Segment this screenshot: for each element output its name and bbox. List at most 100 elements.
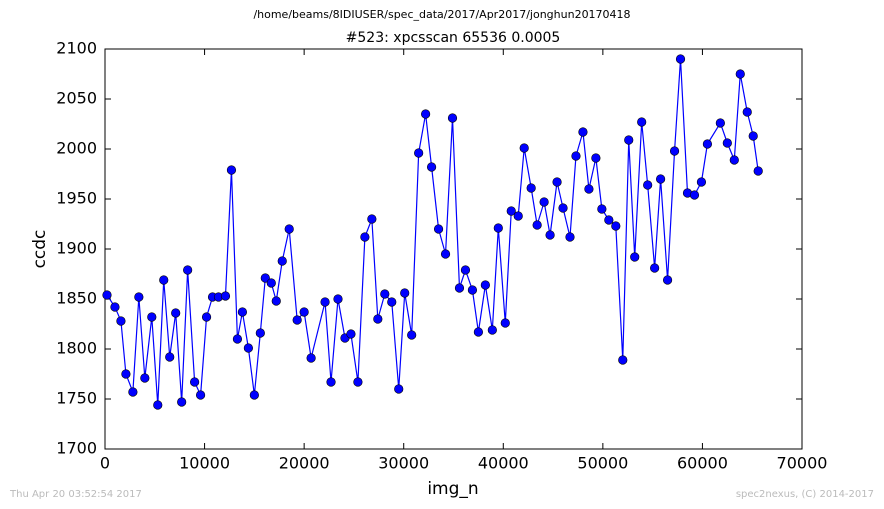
data-point <box>624 135 634 145</box>
data-point <box>426 162 437 172</box>
data-point <box>753 166 763 176</box>
timestamp: Thu Apr 20 03:52:54 2017 <box>9 489 142 500</box>
data-point <box>226 165 237 175</box>
data-point <box>171 308 181 318</box>
y-tick-label: 1800 <box>56 339 97 358</box>
data-point <box>591 153 601 163</box>
data-point <box>656 174 666 184</box>
data-point <box>284 224 294 234</box>
data-point <box>306 353 316 363</box>
data-point <box>134 292 144 302</box>
data-point <box>380 289 390 299</box>
data-point <box>696 177 707 187</box>
data-point <box>440 249 451 259</box>
data-point <box>729 155 739 165</box>
data-point <box>153 400 163 410</box>
data-point <box>353 377 363 387</box>
data-point <box>121 369 131 379</box>
data-point <box>116 316 126 326</box>
data-point <box>460 265 471 275</box>
x-tick-label: 60000 <box>677 454 728 473</box>
data-point <box>414 148 424 158</box>
x-tick-label: 20000 <box>279 454 330 473</box>
data-point <box>493 223 503 233</box>
data-point <box>675 54 686 64</box>
data-point <box>689 190 700 200</box>
data-point <box>748 131 758 141</box>
data-point <box>532 220 542 230</box>
data-point <box>500 318 510 328</box>
data-point <box>467 285 478 295</box>
data-point <box>326 377 336 387</box>
data-point <box>597 204 607 214</box>
data-point <box>519 143 529 153</box>
data-point <box>433 224 444 234</box>
data-point <box>584 184 594 194</box>
y-tick-label: 1700 <box>56 439 97 458</box>
plot-frame <box>104 48 803 450</box>
x-tick-label: 10000 <box>179 454 230 473</box>
data-point <box>558 203 568 213</box>
data-point <box>387 297 397 307</box>
data-point <box>473 327 483 337</box>
data-point <box>277 256 287 266</box>
data-point <box>195 390 206 400</box>
data-point <box>333 294 343 304</box>
data-point <box>604 215 614 225</box>
data-point <box>394 384 404 394</box>
data-point <box>630 252 640 262</box>
data-point <box>722 138 732 148</box>
data-point <box>232 334 243 344</box>
x-axis-label: img_n <box>427 479 478 499</box>
data-point <box>552 177 562 187</box>
y-tick-label: 1950 <box>56 189 97 208</box>
data-point <box>618 355 628 365</box>
data-point <box>454 283 465 293</box>
data-line <box>106 58 759 406</box>
data-point <box>400 288 410 298</box>
y-tick-label: 2000 <box>56 139 97 158</box>
data-point <box>480 280 490 290</box>
data-point <box>260 273 270 283</box>
data-point <box>140 373 150 383</box>
y-tick-label: 1900 <box>56 239 97 258</box>
data-point <box>346 329 356 339</box>
data-point <box>165 352 175 362</box>
data-point <box>735 69 745 79</box>
data-point <box>715 118 725 128</box>
data-point <box>128 387 138 397</box>
y-tick-label: 1750 <box>56 389 97 408</box>
data-point <box>201 312 212 322</box>
data-point <box>447 113 458 123</box>
data-point <box>320 297 330 307</box>
suptitle: /home/beams/8IDIUSER/spec_data/2017/Apr2… <box>253 8 630 21</box>
data-point <box>565 232 575 242</box>
data-point <box>237 307 248 317</box>
data-point <box>159 275 169 285</box>
data-point <box>669 146 680 156</box>
y-tick-label: 2100 <box>56 39 97 58</box>
data-point <box>578 127 588 137</box>
x-tick-label: 30000 <box>378 454 429 473</box>
x-tick-label: 50000 <box>577 454 628 473</box>
data-point <box>243 343 253 353</box>
data-point <box>526 183 536 193</box>
data-point <box>373 314 383 324</box>
data-point <box>190 377 200 387</box>
data-point <box>650 263 660 273</box>
data-point <box>421 109 431 119</box>
data-point <box>110 302 120 312</box>
data-point <box>147 312 157 322</box>
data-point <box>102 290 112 300</box>
data-point <box>545 230 555 240</box>
data-point <box>255 328 265 338</box>
data-point <box>742 107 752 117</box>
data-point <box>249 390 259 400</box>
data-point <box>643 180 653 190</box>
data-point <box>513 211 523 221</box>
data-point <box>702 139 713 149</box>
data-point <box>407 330 417 340</box>
x-tick-label: 0 <box>100 454 110 473</box>
data-point <box>183 265 193 275</box>
data-point <box>360 232 370 242</box>
